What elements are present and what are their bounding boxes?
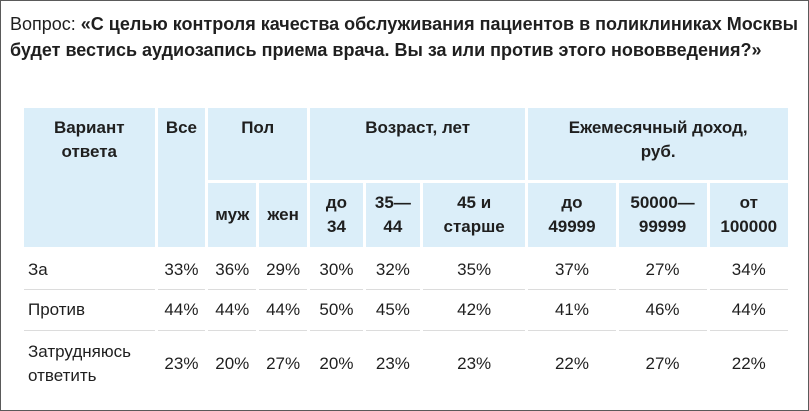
value-cell: 44% <box>256 289 311 331</box>
survey-question: Вопрос: «С целью контроля качества обслу… <box>10 11 800 63</box>
value-cell: 44% <box>154 289 209 331</box>
value-cell: 27% <box>615 248 710 290</box>
header-all: Все <box>154 105 209 250</box>
value-cell: 37% <box>525 248 619 290</box>
value-cell: 50% <box>307 289 366 331</box>
value-cell: 29% <box>256 248 311 290</box>
subheader-income-1: до 49999 <box>525 180 619 250</box>
answer-cell: За <box>21 248 158 290</box>
header-age: Возраст, лет <box>307 105 529 183</box>
question-label: Вопрос: <box>10 14 81 34</box>
value-cell: 22% <box>706 330 792 397</box>
survey-results-table: Вариант ответа Все Пол Возраст, лет Ежем… <box>21 105 792 397</box>
table-row: Против 44% 44% 44% 50% 45% 42% 41% 46% 4… <box>21 289 792 331</box>
subheader-income-2: 50000—99999 <box>615 180 710 250</box>
value-cell: 44% <box>706 289 792 331</box>
value-cell: 22% <box>525 330 619 397</box>
subheader-male: муж <box>205 180 260 250</box>
value-cell: 45% <box>362 289 423 331</box>
value-cell: 46% <box>615 289 710 331</box>
subheader-age-3: 45 и старше <box>419 180 529 250</box>
value-cell: 36% <box>205 248 260 290</box>
value-cell: 30% <box>307 248 366 290</box>
header-gender: Пол <box>205 105 311 183</box>
value-cell: 27% <box>615 330 710 397</box>
value-cell: 20% <box>307 330 366 397</box>
header-income: Ежемесячный доход, руб. <box>525 105 791 183</box>
subheader-income-3: от 100000 <box>706 180 792 250</box>
subheader-age-1: до 34 <box>307 180 366 250</box>
table-row: Затрудняюсь ответить 23% 20% 27% 20% 23%… <box>21 330 792 397</box>
table-subheader-row: муж жен до 34 35—44 45 и старше до 49999… <box>23 180 792 250</box>
value-cell: 23% <box>419 330 529 397</box>
table-row: За 33% 36% 29% 30% 32% 35% 37% 27% 34% <box>21 248 792 290</box>
value-cell: 23% <box>362 330 423 397</box>
value-cell: 44% <box>205 289 260 331</box>
header-answer: Вариант ответа <box>21 105 158 250</box>
value-cell: 41% <box>525 289 619 331</box>
value-cell: 33% <box>154 248 209 290</box>
subheader-female: жен <box>256 180 311 250</box>
subheader-age-2: 35—44 <box>362 180 423 250</box>
value-cell: 34% <box>706 248 792 290</box>
question-text: «С целью контроля качества обслуживания … <box>10 14 799 60</box>
answer-cell: Затрудняюсь ответить <box>21 330 158 397</box>
value-cell: 27% <box>256 330 311 397</box>
value-cell: 20% <box>205 330 260 397</box>
value-cell: 35% <box>419 248 529 290</box>
value-cell: 32% <box>362 248 423 290</box>
value-cell: 23% <box>154 330 209 397</box>
table-header-row: Вариант ответа Все Пол Возраст, лет Ежем… <box>21 105 791 250</box>
value-cell: 42% <box>419 289 529 331</box>
answer-cell: Против <box>21 289 158 331</box>
